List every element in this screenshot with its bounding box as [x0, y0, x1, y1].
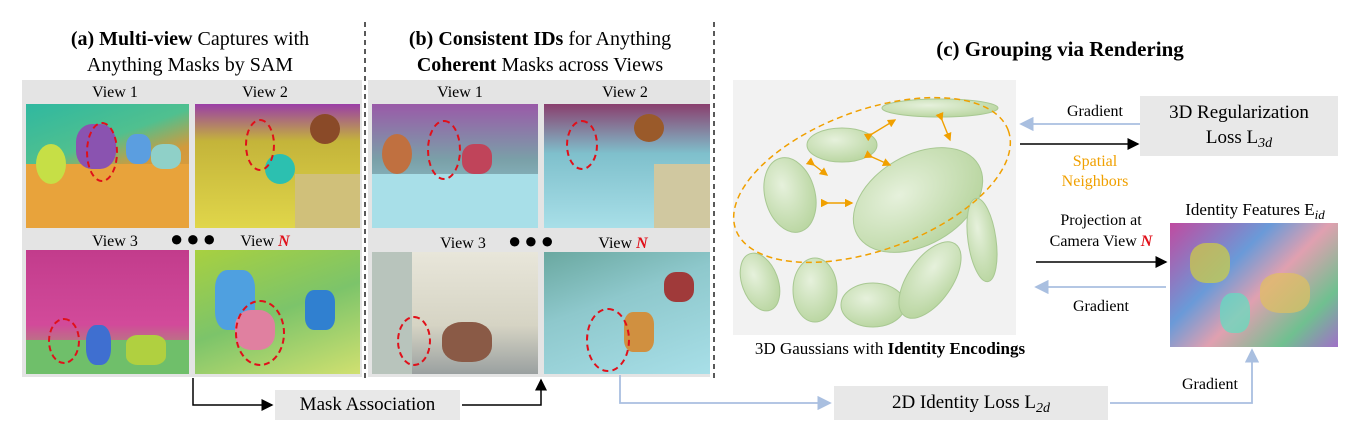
panel-b-title-rest: for Anything — [563, 28, 672, 50]
panel-a-view2-image — [195, 104, 360, 228]
mask-association-arrow-in — [192, 378, 274, 411]
panel-b-viewN-label: View N — [598, 235, 648, 252]
panel-a-title-bold: (a) Multi-view — [70, 28, 193, 50]
panel-b-view2-image — [544, 104, 710, 228]
gaussians-caption: 3D Gaussians with Identity Encodings — [754, 339, 1026, 358]
panel-a-title: (a) Multi-view Captures with Anything Ma… — [20, 26, 360, 78]
mask-association-box: Mask Association — [275, 390, 460, 420]
panel-a-title-line2: Anything Masks by SAM — [86, 54, 294, 76]
gradient-top-label: Gradient — [1067, 103, 1123, 120]
panel-a-viewN-image — [195, 250, 360, 374]
panel-b-view2-label: View 2 — [602, 84, 648, 101]
identity-loss-box: 2D Identity Loss L2d — [834, 386, 1108, 420]
identity-features-image — [1170, 223, 1338, 347]
mask-association-arrow-out — [462, 378, 547, 406]
gradient-mid-label: Gradient — [1073, 298, 1129, 315]
gradient-right-arrow — [1110, 348, 1260, 404]
panel-a-view1-label: View 1 — [92, 84, 138, 101]
projection-label: Projection at Camera View N — [1049, 212, 1153, 250]
gaussian-ellipses — [739, 98, 999, 328]
panel-a-view3-label: View 3 — [92, 233, 138, 250]
panel-b-ellipsis-dots: ●●● — [508, 228, 557, 253]
panel-a-view3-image — [26, 250, 189, 374]
panel-b-view1-image — [372, 104, 538, 228]
panel-a-title-rest: Captures with — [192, 28, 310, 50]
gradient-right-label: Gradient — [1182, 376, 1238, 393]
regularization-loss-box: 3D Regularization Loss L3d — [1140, 96, 1338, 156]
panel-b-title: (b) Consistent IDs for Anything Coherent… — [370, 26, 710, 78]
neighbors-dashed-ellipse — [732, 96, 1012, 264]
panel-c-title: (c) Grouping via Rendering — [936, 37, 1184, 61]
panel-b-title-line2-bold: Coherent — [416, 54, 497, 76]
neighbor-arrows — [805, 111, 952, 208]
panel-b-view3-image — [372, 252, 538, 374]
panel-b-view3-label: View 3 — [440, 235, 486, 252]
panel-a-view2-label: View 2 — [242, 84, 288, 101]
identity-loss-input-arrow — [619, 375, 832, 411]
spatial-neighbors-label: Spatial Neighbors — [1061, 153, 1129, 190]
panel-a-view1-image — [26, 104, 189, 228]
panel-b-view1-label: View 1 — [437, 84, 483, 101]
identity-features-label: Identity Features Eid — [1185, 200, 1325, 222]
panel-b-viewN-image — [544, 252, 710, 374]
panel-b-title-line2-rest: Masks across Views — [496, 54, 664, 76]
panel-a-ellipsis-dots: ●●● — [170, 226, 219, 251]
panel-a-viewN-label: View N — [240, 233, 290, 250]
panel-b-title-bold: (b) Consistent IDs — [408, 28, 564, 50]
